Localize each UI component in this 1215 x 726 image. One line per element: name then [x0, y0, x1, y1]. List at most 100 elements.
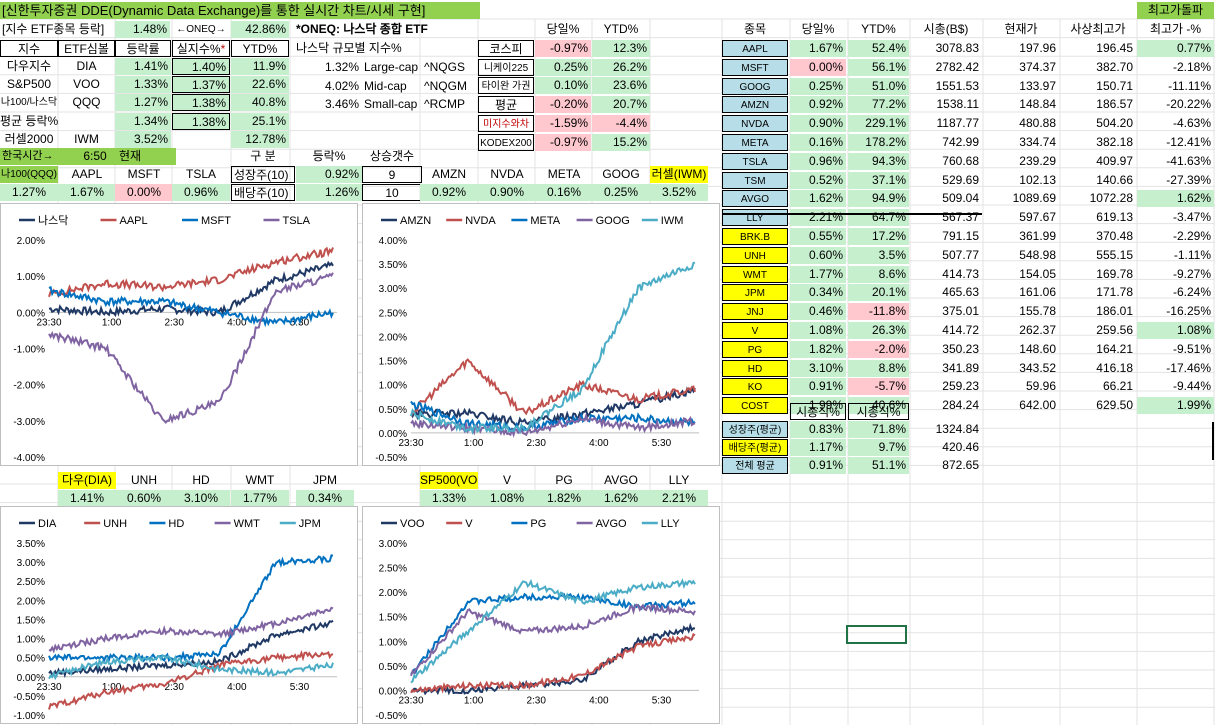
y-tick: 1.00%	[379, 381, 407, 392]
y-tick: 3.50%	[379, 260, 407, 271]
world-day: -0.97%	[535, 40, 591, 57]
x-tick: 4:00	[227, 682, 247, 693]
series-line-TSLA	[48, 272, 334, 425]
stock-price: 374.37	[1019, 59, 1056, 74]
stock-ytd: 56.1%	[848, 58, 909, 76]
stock-high-pct: -27.39%	[1166, 172, 1211, 187]
stock-high: 504.20	[1096, 116, 1133, 131]
y-tick: 3.00%	[379, 539, 407, 550]
series-line-VOO	[410, 622, 696, 696]
korea-time-label: 한국시간→	[0, 148, 77, 165]
stock-high-pct: -20.22%	[1166, 97, 1211, 112]
growth-header-2: 상승갯수	[369, 149, 415, 163]
y-tick: 0.00%	[379, 686, 407, 697]
index-ytd: 25.1%	[231, 112, 289, 130]
x-tick: 2:30	[164, 682, 184, 693]
chart-nasdaq-big-tech[interactable]: 나스닥 AAPL MSFT TSLA 2.00% 1.00% 0.00% -1.00% -2.0…	[0, 203, 358, 466]
stock-day: 0.96%	[790, 152, 846, 170]
x-tick: 2:30	[526, 695, 546, 706]
y-tick: 1.00%	[17, 635, 45, 646]
stock-ytd: -11.8%	[848, 303, 909, 321]
stock-high: 619.13	[1096, 210, 1133, 225]
x-tick: 5:30	[652, 695, 672, 706]
quote-value: 0.00%	[115, 184, 173, 201]
etf-header-pct: 1.48%	[115, 21, 170, 38]
oneq-label: ←ONEQ→	[176, 24, 226, 35]
index-real: 1.38%	[172, 112, 230, 130]
quote-label: WMT	[245, 473, 275, 487]
chart-sp500-stocks[interactable]: VOO V PG AVGO LLY 3.00% 2.50% 2.00% 1.50% 1.00% 0.…	[362, 506, 720, 724]
index-change: 1.27%	[115, 94, 171, 112]
world-name: 코스피	[478, 40, 534, 57]
stock-mcap: 350.23	[942, 341, 979, 356]
index-change: 1.33%	[115, 76, 171, 94]
y-tick: 3.50%	[17, 539, 45, 550]
y-tick: 1.00%	[379, 637, 407, 648]
stock-symbol: META	[722, 134, 788, 151]
index-ytd: 40.8%	[231, 94, 289, 112]
stock-price: 262.37	[1019, 323, 1056, 337]
index-ytd: 12.78%	[231, 130, 289, 148]
y-tick: 3.00%	[17, 558, 45, 569]
stock-mcap: 2782.42	[935, 59, 979, 74]
quote-label: PG	[555, 473, 573, 487]
stock-ytd: 94.9%	[848, 190, 909, 208]
chart-dow-stocks[interactable]: DIA UNH HD WMT JPM 3.50% 3.00% 2.50% 2.00% 1.50% 1…	[0, 506, 358, 724]
stock-price: 1089.69	[1012, 191, 1056, 206]
stock-symbol: MSFT	[722, 58, 788, 76]
stock-high: 409.97	[1096, 153, 1133, 168]
quote-label: 다우(DIA)	[58, 472, 116, 489]
growth-name: 배당주(10)	[231, 183, 295, 201]
stock-day: 1.08%	[790, 322, 846, 339]
stock-high-pct: -2.18%	[1172, 59, 1211, 74]
stock-ytd: 8.8%	[848, 359, 909, 377]
scroll-marker	[1212, 422, 1214, 460]
y-tick: 2.00%	[379, 332, 407, 343]
chart-growth-stocks[interactable]: AMZN NVDA META GOOG IWM 4.00% 3.50% 3.00% 2.50% 2…	[362, 203, 720, 466]
index-header-2: 등락률	[115, 40, 171, 57]
world-ytd: 23.6%	[592, 77, 650, 95]
quote-label: MSFT	[127, 167, 161, 181]
quote-label: AVGO	[604, 473, 638, 487]
y-tick: 0.50%	[379, 405, 407, 416]
world-name: 미지수와차	[478, 114, 534, 132]
quote-label: AAPL	[71, 167, 103, 181]
quote-value: 0.96%	[172, 184, 230, 201]
stock-mcap: 567.37	[942, 210, 979, 225]
stock-symbol: NVDA	[722, 115, 788, 133]
growth-change: 1.26%	[296, 183, 362, 201]
legend-label: 나스닥	[38, 214, 68, 227]
stock-symbol: GOOG	[722, 77, 788, 95]
stock-header-2: YTD%	[861, 22, 896, 36]
world-name: KODEX200	[478, 133, 534, 151]
index-change: 1.34%	[115, 112, 171, 130]
legend-label: VOO	[400, 518, 425, 530]
series-line-NVDA	[410, 358, 696, 417]
series-line-AAPL	[48, 246, 334, 299]
y-tick: -4.00%	[13, 453, 45, 464]
stock-day: 3.10%	[790, 359, 846, 377]
oneq-note: *ONEQ: 나스닥 종합 ETF	[296, 22, 428, 36]
x-tick: 23:30	[36, 682, 61, 693]
quote-value: 0.60%	[115, 490, 173, 507]
top-right-label: 최고가돌파	[1137, 2, 1214, 19]
stock-ytd: 64.7%	[848, 209, 909, 227]
selected-cell[interactable]	[846, 625, 907, 644]
series-line-나스닥	[48, 260, 334, 318]
x-tick: 5:30	[290, 682, 310, 693]
stock-ytd: -5.7%	[848, 378, 909, 396]
stock-day: 1.67%	[790, 40, 846, 57]
quote-label: TSLA	[185, 167, 216, 181]
y-tick: -3.00%	[13, 417, 45, 428]
world-day: -0.20%	[535, 96, 591, 114]
y-tick: 0.00%	[17, 673, 45, 684]
legend-label: JPM	[299, 518, 321, 530]
stock-day: 2.21%	[790, 209, 846, 227]
nasdaq-size-name: Mid-cap	[364, 78, 407, 93]
series-line-LLY	[410, 578, 696, 684]
world-ytd: 15.2%	[592, 133, 650, 151]
stock-high-pct: -9.51%	[1172, 341, 1211, 356]
stock-price: 148.84	[1019, 97, 1056, 112]
index-change: 1.41%	[115, 58, 171, 75]
x-tick: 1:00	[102, 682, 122, 693]
